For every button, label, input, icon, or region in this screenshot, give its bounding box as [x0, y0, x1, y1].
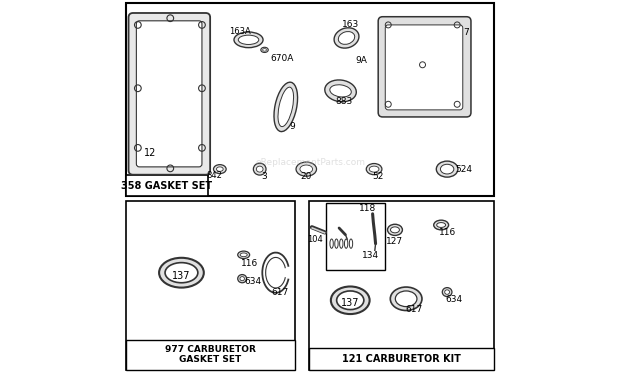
Ellipse shape	[337, 291, 364, 310]
Text: 163A: 163A	[229, 27, 251, 36]
Ellipse shape	[436, 161, 458, 177]
Text: 118: 118	[359, 204, 376, 213]
Text: 842: 842	[206, 171, 223, 180]
Bar	[126, 175, 208, 196]
Ellipse shape	[159, 258, 204, 288]
FancyBboxPatch shape	[378, 17, 471, 117]
Text: 137: 137	[341, 298, 360, 308]
Ellipse shape	[237, 251, 250, 258]
Text: 7: 7	[464, 28, 469, 37]
Text: 52: 52	[372, 172, 384, 181]
Text: 883: 883	[335, 97, 353, 106]
Text: 137: 137	[172, 271, 191, 280]
Ellipse shape	[296, 162, 317, 176]
Ellipse shape	[370, 166, 379, 172]
Text: 634: 634	[446, 295, 463, 304]
Ellipse shape	[240, 277, 244, 281]
Text: 121 CARBURETOR KIT: 121 CARBURETOR KIT	[342, 354, 461, 364]
Text: 163: 163	[342, 20, 360, 29]
Ellipse shape	[331, 286, 370, 314]
FancyBboxPatch shape	[128, 13, 210, 175]
Text: 104: 104	[307, 235, 322, 245]
Text: 134: 134	[362, 251, 379, 260]
Bar	[126, 340, 295, 370]
Text: 977 CARBURETOR
GASKET SET: 977 CARBURETOR GASKET SET	[165, 345, 256, 364]
Ellipse shape	[330, 85, 352, 97]
Bar	[126, 3, 494, 196]
Ellipse shape	[339, 31, 355, 45]
Bar	[126, 201, 295, 370]
Ellipse shape	[278, 87, 293, 127]
FancyBboxPatch shape	[136, 21, 202, 167]
Ellipse shape	[396, 291, 417, 307]
Ellipse shape	[434, 220, 449, 230]
Bar	[326, 203, 384, 270]
Text: eReplacementParts.com: eReplacementParts.com	[255, 158, 365, 167]
Ellipse shape	[445, 290, 449, 294]
Ellipse shape	[261, 47, 268, 52]
Ellipse shape	[436, 223, 446, 227]
Ellipse shape	[391, 287, 422, 310]
Ellipse shape	[256, 166, 263, 172]
Text: 12: 12	[144, 148, 156, 159]
Text: 617: 617	[405, 306, 422, 315]
Text: 116: 116	[438, 228, 456, 237]
Ellipse shape	[391, 227, 399, 233]
Text: 617: 617	[272, 288, 289, 297]
Ellipse shape	[442, 288, 452, 297]
Text: 20: 20	[301, 172, 312, 181]
Text: 127: 127	[386, 236, 404, 245]
Ellipse shape	[237, 275, 247, 283]
Ellipse shape	[216, 167, 223, 171]
Bar	[309, 201, 494, 370]
Ellipse shape	[325, 80, 356, 102]
Text: 524: 524	[455, 165, 472, 174]
Text: 634: 634	[245, 277, 262, 286]
Text: 9: 9	[290, 122, 295, 131]
Ellipse shape	[240, 253, 247, 257]
Ellipse shape	[300, 165, 312, 173]
Text: 116: 116	[241, 258, 258, 267]
Ellipse shape	[274, 82, 298, 132]
Ellipse shape	[234, 32, 263, 47]
Bar	[309, 348, 494, 370]
Text: 9A: 9A	[355, 56, 368, 65]
Ellipse shape	[165, 263, 198, 283]
Ellipse shape	[440, 164, 454, 174]
Ellipse shape	[254, 163, 266, 175]
Ellipse shape	[238, 35, 259, 45]
Ellipse shape	[334, 28, 359, 48]
Text: 358 GASKET SET: 358 GASKET SET	[121, 181, 212, 190]
Ellipse shape	[263, 49, 267, 51]
Ellipse shape	[366, 163, 382, 175]
Text: 3: 3	[262, 172, 267, 181]
FancyBboxPatch shape	[385, 25, 463, 110]
Text: 670A: 670A	[270, 54, 294, 63]
Ellipse shape	[213, 165, 226, 174]
Ellipse shape	[388, 224, 402, 236]
